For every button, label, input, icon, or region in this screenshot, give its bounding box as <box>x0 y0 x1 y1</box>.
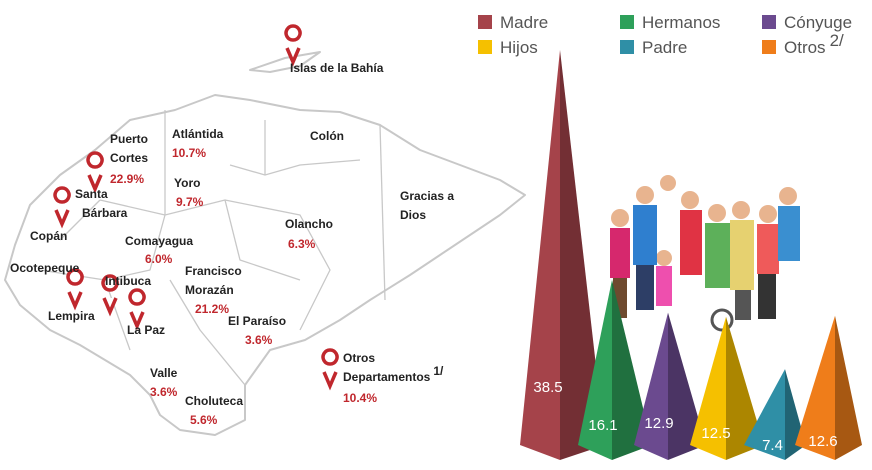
department-percent: 21.2% <box>195 302 229 316</box>
legend-swatch <box>762 15 776 29</box>
legend-swatch <box>620 40 634 54</box>
legend-label: Hijos <box>500 38 538 57</box>
department-percent: 3.6% <box>150 385 178 399</box>
legend-label: Otros <box>784 38 826 57</box>
department-percent: 6.0% <box>145 252 173 266</box>
department-percent: 9.7% <box>176 195 204 209</box>
pyramid-side <box>835 315 862 460</box>
pyramid-front <box>795 315 835 460</box>
pyramid <box>520 50 605 460</box>
department-name: Francisco <box>185 264 242 278</box>
value-label: 12.6 <box>808 433 837 450</box>
department-name: Atlántida <box>172 127 224 141</box>
department-percent: 5.6% <box>190 413 218 427</box>
legend-label: Cónyuge <box>784 13 852 32</box>
department-percent: 10.4% <box>343 391 377 405</box>
department-name: Yoro <box>174 176 200 190</box>
department-name: Olancho <box>285 217 333 231</box>
pyramid <box>795 315 862 460</box>
department-name: Lempira <box>48 309 95 323</box>
family-illustration <box>610 175 800 332</box>
legend-swatch <box>478 15 492 29</box>
department-name: Santa <box>75 187 108 201</box>
pyramid-front <box>744 369 785 460</box>
legend-label: Hermanos <box>642 13 720 32</box>
department-name: Intibuca <box>105 274 151 288</box>
department-name: Colón <box>310 129 344 143</box>
legend-label: Madre <box>500 13 548 32</box>
department-name: Bárbara <box>82 206 128 220</box>
legend-note: 2/ <box>830 31 844 50</box>
department-percent: 22.9% <box>110 172 144 186</box>
value-label: 12.9 <box>644 415 673 432</box>
map-outline <box>4 51 526 436</box>
department-name: Valle <box>150 366 178 380</box>
value-label: 7.4 <box>762 437 783 454</box>
department-name: Ocotepeque <box>10 261 80 275</box>
department-name: Dios <box>400 208 426 222</box>
department-percent: 3.6% <box>245 333 273 347</box>
legend-swatch <box>620 15 634 29</box>
pins <box>53 24 339 391</box>
department-name: La Paz <box>127 323 165 337</box>
pyramid-side <box>726 316 764 460</box>
pyramid-front <box>690 316 726 460</box>
department-name: El Paraíso <box>228 314 286 328</box>
department-name: Departamentos <box>343 370 431 384</box>
department-name: Islas de la Bahía <box>290 61 384 75</box>
pyramid-front <box>634 312 668 460</box>
legend-swatch <box>478 40 492 54</box>
department-note: 1/ <box>433 364 444 378</box>
value-label: 38.5 <box>533 379 562 396</box>
value-label: 12.5 <box>701 425 730 442</box>
department-name: Otros <box>343 351 375 365</box>
pyramid <box>690 316 764 460</box>
department-name: Cortes <box>110 151 148 165</box>
value-label: 16.1 <box>588 417 617 434</box>
department-name: Puerto <box>110 132 148 146</box>
department-name: Gracias a <box>400 189 454 203</box>
pyramid-front <box>520 50 560 460</box>
pyramid-side <box>560 50 605 460</box>
legend-label: Padre <box>642 38 687 57</box>
department-percent: 10.7% <box>172 146 206 160</box>
department-name: Copán <box>30 229 67 243</box>
department-name: Comayagua <box>125 234 193 248</box>
department-name: Morazán <box>185 283 234 297</box>
legend-swatch <box>762 40 776 54</box>
department-name: Choluteca <box>185 394 243 408</box>
pyramid-front <box>578 279 612 460</box>
department-percent: 6.3% <box>288 237 316 251</box>
